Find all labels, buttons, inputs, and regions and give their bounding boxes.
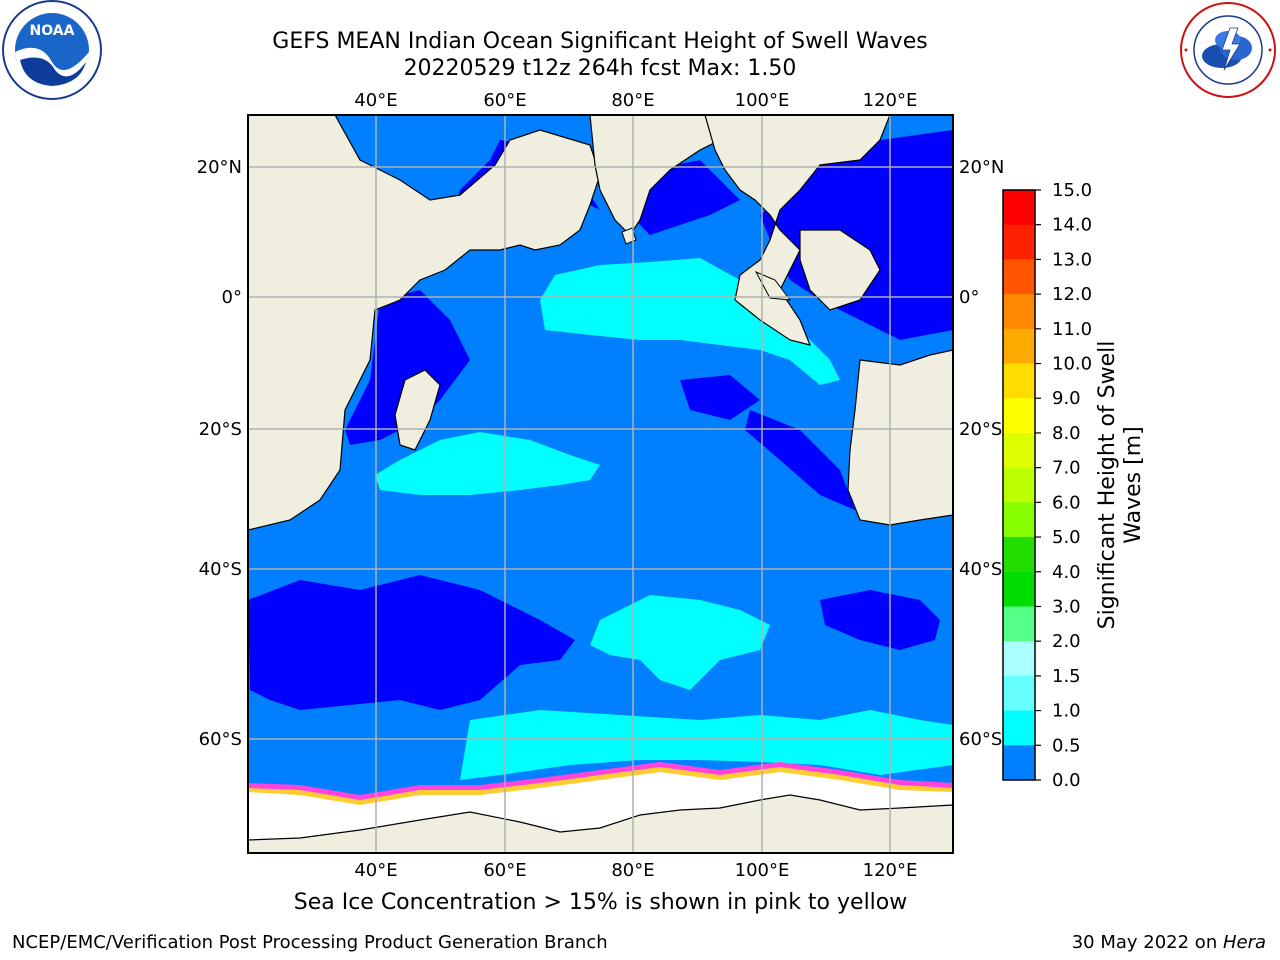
lon-label-top: 40°E xyxy=(354,90,397,111)
colorbar-tick-label: 7.0 xyxy=(1052,458,1081,479)
colorbar-tick-label: 15.0 xyxy=(1052,180,1092,201)
footer-credit: NCEP/EMC/Verification Post Processing Pr… xyxy=(12,932,608,953)
lat-labels-left: 20°N 0° 20°S 40°S 60°S xyxy=(197,157,242,750)
map-figure: 40°E 60°E 80°E 100°E 120°E 40°E 60°E 80°… xyxy=(197,90,1005,881)
colorbar-label: Significant Height of Swell Waves [m] xyxy=(1095,341,1146,630)
colorbar-band xyxy=(1003,328,1035,365)
colorbar-band xyxy=(1003,467,1035,503)
swell-mid-equatorial xyxy=(540,258,840,385)
swell-mid-southern-band xyxy=(460,710,953,780)
lat-label-right: 20°S xyxy=(959,419,1002,440)
colorbar-band xyxy=(1003,190,1035,226)
land-sumatra xyxy=(754,270,792,301)
lat-label-left: 0° xyxy=(222,287,242,308)
lat-label-right: 60°S xyxy=(959,729,1002,750)
lat-label-right: 20°N xyxy=(959,157,1004,178)
map-frame xyxy=(247,114,954,854)
footer-date-text: 30 May 2022 on xyxy=(1071,932,1223,953)
noaa-logo: NOAA xyxy=(2,0,102,100)
colorbar-band xyxy=(1003,675,1035,712)
graticule xyxy=(248,115,953,853)
colorbar-tick-label: 2.0 xyxy=(1052,631,1081,652)
lat-label-left: 60°S xyxy=(199,729,242,750)
lat-label-left: 20°S xyxy=(199,419,242,440)
lat-labels-right: 20°N 0° 20°S 40°S 60°S xyxy=(959,157,1004,750)
colorbar-band xyxy=(1003,294,1035,330)
colorbar-band xyxy=(1003,432,1035,469)
footer-host: Hera xyxy=(1222,932,1266,953)
lat-label-right: 40°S xyxy=(959,559,1002,580)
caption: Sea Ice Concentration > 15% is shown in … xyxy=(293,890,908,915)
land-antarctica xyxy=(248,794,953,853)
lon-label-bottom: 100°E xyxy=(735,860,790,881)
colorbar-tick-label: 1.0 xyxy=(1052,701,1081,722)
colorbar-label-line2: Waves [m] xyxy=(1121,426,1146,543)
colorbar-band xyxy=(1003,606,1035,642)
map-area xyxy=(248,115,953,853)
land-australia xyxy=(847,349,953,526)
swell-low-indonesia xyxy=(760,130,953,340)
lon-label-top: 60°E xyxy=(483,90,526,111)
lat-label-left: 20°N xyxy=(197,157,242,178)
colorbar-frame xyxy=(1002,189,1036,781)
lon-label-top: 80°E xyxy=(611,90,654,111)
swell-low-east-central xyxy=(745,410,855,510)
colorbar-tick-label: 4.0 xyxy=(1052,562,1081,583)
colorbar-band xyxy=(1003,363,1035,399)
lon-labels-bottom: 40°E 60°E 80°E 100°E 120°E xyxy=(354,860,917,881)
title-line1: GEFS MEAN Indian Ocean Significant Heigh… xyxy=(272,29,927,54)
lon-labels-top: 40°E 60°E 80°E 100°E 120°E xyxy=(354,90,917,111)
lon-label-bottom: 80°E xyxy=(611,860,654,881)
footer-date: 30 May 2022 on Hera xyxy=(1072,932,1266,953)
nws-logo xyxy=(1180,2,1276,98)
colorbar-band xyxy=(1003,398,1035,434)
lat-label-right: 0° xyxy=(959,287,979,308)
title-block: GEFS MEAN Indian Ocean Significant Heigh… xyxy=(272,29,927,81)
title-line2: 20220529 t12z 264h fcst Max: 1.50 xyxy=(404,56,797,81)
colorbar-tick-label: 11.0 xyxy=(1052,319,1092,340)
land-madagascar xyxy=(394,369,441,451)
swell-mid-south-central xyxy=(590,595,770,690)
colorbar-tick-label: 5.0 xyxy=(1052,527,1081,548)
colorbar-band xyxy=(1003,710,1035,746)
colorbar-band xyxy=(1003,641,1035,677)
colorbar-tick-label: 12.0 xyxy=(1052,284,1092,305)
colorbar-tick-label: 13.0 xyxy=(1052,249,1092,270)
lon-label-top: 100°E xyxy=(735,90,790,111)
colorbar-tick-label: 0.5 xyxy=(1052,735,1081,756)
colorbar-bands xyxy=(1003,190,1035,781)
colorbar-tick-label: 6.0 xyxy=(1052,492,1081,513)
colorbar-tick-label: 3.0 xyxy=(1052,596,1081,617)
noaa-logo-text: NOAA xyxy=(30,23,75,39)
colorbar-band xyxy=(1003,745,1035,781)
colorbar-band xyxy=(1003,224,1035,260)
land-africa-arabia xyxy=(248,115,601,531)
colorbar-tick-label: 8.0 xyxy=(1052,423,1081,444)
lon-label-bottom: 40°E xyxy=(354,860,397,881)
lon-label-top: 120°E xyxy=(863,90,918,111)
colorbar-band xyxy=(1003,502,1035,538)
colorbar: 15.0 14.0 13.0 12.0 11.0 10.0 9.0 8.0 7.0 6.0 5.0 4… xyxy=(1002,180,1146,791)
swell-low-central-patch xyxy=(680,375,760,420)
lon-label-bottom: 120°E xyxy=(863,860,918,881)
lon-label-bottom: 60°E xyxy=(483,860,526,881)
swell-low-southeast xyxy=(820,590,940,650)
colorbar-band xyxy=(1003,259,1035,295)
colorbar-ticks: 15.0 14.0 13.0 12.0 11.0 10.0 9.0 8.0 7.0 6.0 5.0 4… xyxy=(1035,180,1092,791)
land-southeast-asia xyxy=(704,115,891,346)
lat-label-left: 40°S xyxy=(199,559,242,580)
colorbar-tick-label: 10.0 xyxy=(1052,354,1092,375)
colorbar-label-line1: Significant Height of Swell xyxy=(1095,341,1120,630)
colorbar-tick-label: 1.5 xyxy=(1052,666,1081,687)
colorbar-band xyxy=(1003,571,1035,607)
colorbar-tick-label: 14.0 xyxy=(1052,215,1092,236)
colorbar-tick-label: 0.0 xyxy=(1052,770,1081,791)
swell-mid-subtropical xyxy=(375,432,600,495)
land-borneo xyxy=(799,229,881,311)
swell-low-southwest xyxy=(248,575,575,710)
colorbar-tick-label: 9.0 xyxy=(1052,388,1081,409)
colorbar-band xyxy=(1003,537,1035,573)
